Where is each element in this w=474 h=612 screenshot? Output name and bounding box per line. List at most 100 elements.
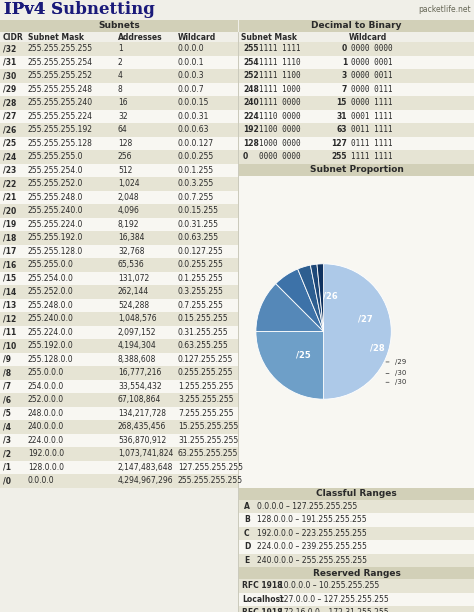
Text: C: C: [244, 529, 250, 538]
Text: /7: /7: [3, 382, 11, 390]
Bar: [239, 567, 474, 579]
Text: 0.0.0.15: 0.0.0.15: [178, 99, 210, 107]
Text: Subnet Mask: Subnet Mask: [28, 32, 84, 42]
Text: 224.0.0.0 – 239.255.255.255: 224.0.0.0 – 239.255.255.255: [257, 542, 367, 551]
Bar: [0, 312, 238, 326]
Bar: [239, 553, 474, 567]
Bar: [239, 339, 474, 353]
Text: 255.0.0.0: 255.0.0.0: [28, 368, 64, 377]
Text: /4: /4: [3, 422, 11, 431]
Bar: [239, 231, 474, 245]
Text: 255.192.0.0: 255.192.0.0: [28, 341, 74, 350]
Text: 8: 8: [118, 84, 123, 94]
Text: 0000 0011: 0000 0011: [351, 71, 392, 80]
Text: /11: /11: [3, 328, 16, 337]
Text: 255.255.255.0: 255.255.255.0: [28, 152, 83, 161]
Text: 255.255.255.248: 255.255.255.248: [28, 84, 93, 94]
Text: 255.255.255.224: 255.255.255.224: [28, 112, 93, 121]
Text: 254: 254: [243, 58, 259, 67]
Text: 240.0.0.0: 240.0.0.0: [28, 422, 64, 431]
Bar: [239, 163, 474, 177]
Text: RFC 1918: RFC 1918: [242, 608, 283, 612]
Text: Wildcard: Wildcard: [349, 32, 387, 42]
Bar: [239, 420, 474, 433]
Text: 0.0.7.255: 0.0.7.255: [178, 193, 214, 202]
Text: /20: /20: [3, 206, 16, 215]
Bar: [239, 513, 474, 526]
Text: /26: /26: [3, 125, 16, 134]
Wedge shape: [256, 332, 324, 399]
Text: 255.255.252.0: 255.255.252.0: [28, 179, 83, 188]
Text: 255.255.255.240: 255.255.255.240: [28, 99, 93, 107]
Text: packetlife.net: packetlife.net: [419, 6, 471, 15]
Bar: [0, 366, 238, 379]
Text: 4: 4: [118, 71, 123, 80]
Bar: [239, 176, 474, 488]
Bar: [239, 204, 474, 217]
Bar: [0, 393, 238, 406]
Text: 63: 63: [337, 125, 347, 134]
Text: 1: 1: [118, 44, 123, 53]
Text: /25: /25: [3, 139, 16, 147]
Text: 255.252.0.0: 255.252.0.0: [28, 287, 74, 296]
Bar: [239, 299, 474, 312]
Bar: [0, 258, 238, 272]
Text: 0000 0001: 0000 0001: [351, 58, 392, 67]
Text: /30: /30: [386, 370, 406, 376]
Bar: [0, 231, 238, 245]
Text: 0.0.255.255: 0.0.255.255: [178, 260, 224, 269]
Text: Addresses: Addresses: [118, 32, 163, 42]
Text: /19: /19: [3, 220, 16, 229]
Bar: [0, 204, 238, 217]
Bar: [239, 20, 474, 32]
Text: /22: /22: [3, 179, 16, 188]
Text: 255.255.0.0: 255.255.0.0: [28, 260, 74, 269]
Text: 0.0.0.0: 0.0.0.0: [178, 44, 205, 53]
Text: 512: 512: [118, 166, 132, 175]
Bar: [239, 163, 474, 176]
Bar: [0, 406, 238, 420]
Text: 255.255.255.254: 255.255.255.254: [28, 58, 93, 67]
Bar: [0, 447, 238, 460]
Text: RFC 1918: RFC 1918: [242, 581, 283, 590]
Text: 1,024: 1,024: [118, 179, 140, 188]
Bar: [239, 312, 474, 326]
Bar: [239, 285, 474, 299]
Text: 0.0.0.63: 0.0.0.63: [178, 125, 210, 134]
Text: 63.255.255.255: 63.255.255.255: [178, 449, 238, 458]
Bar: [239, 579, 474, 592]
Text: /15: /15: [3, 274, 16, 283]
Text: /25: /25: [296, 351, 310, 360]
Bar: [0, 420, 238, 433]
Text: 192: 192: [243, 125, 259, 134]
Bar: [0, 217, 238, 231]
Text: /29: /29: [386, 359, 406, 365]
Text: 0.0.0.127: 0.0.0.127: [178, 139, 214, 147]
Text: 128.0.0.0 – 191.255.255.255: 128.0.0.0 – 191.255.255.255: [257, 515, 366, 524]
Text: 255.255.255.252: 255.255.255.252: [28, 71, 93, 80]
Text: 252: 252: [243, 71, 259, 80]
Text: 15.255.255.255: 15.255.255.255: [178, 422, 238, 431]
Text: 31.255.255.255: 31.255.255.255: [178, 436, 238, 445]
Text: 127: 127: [331, 139, 347, 147]
Text: 16,777,216: 16,777,216: [118, 368, 161, 377]
Text: 128: 128: [118, 139, 132, 147]
Text: 255.255.248.0: 255.255.248.0: [28, 193, 83, 202]
Text: 0011 1111: 0011 1111: [351, 125, 392, 134]
Bar: [0, 20, 238, 32]
Text: /17: /17: [3, 247, 17, 256]
Bar: [239, 447, 474, 460]
Text: CIDR: CIDR: [3, 32, 24, 42]
Text: 255: 255: [331, 152, 347, 161]
Bar: [239, 150, 474, 163]
Wedge shape: [298, 265, 324, 332]
Text: /0: /0: [3, 476, 11, 485]
Bar: [239, 474, 474, 488]
Text: 8,388,608: 8,388,608: [118, 355, 156, 364]
Text: 7: 7: [342, 84, 347, 94]
Wedge shape: [256, 283, 324, 332]
Bar: [239, 136, 474, 150]
Text: 4,294,967,296: 4,294,967,296: [118, 476, 173, 485]
Text: 128: 128: [243, 139, 259, 147]
Text: B: B: [244, 515, 250, 524]
